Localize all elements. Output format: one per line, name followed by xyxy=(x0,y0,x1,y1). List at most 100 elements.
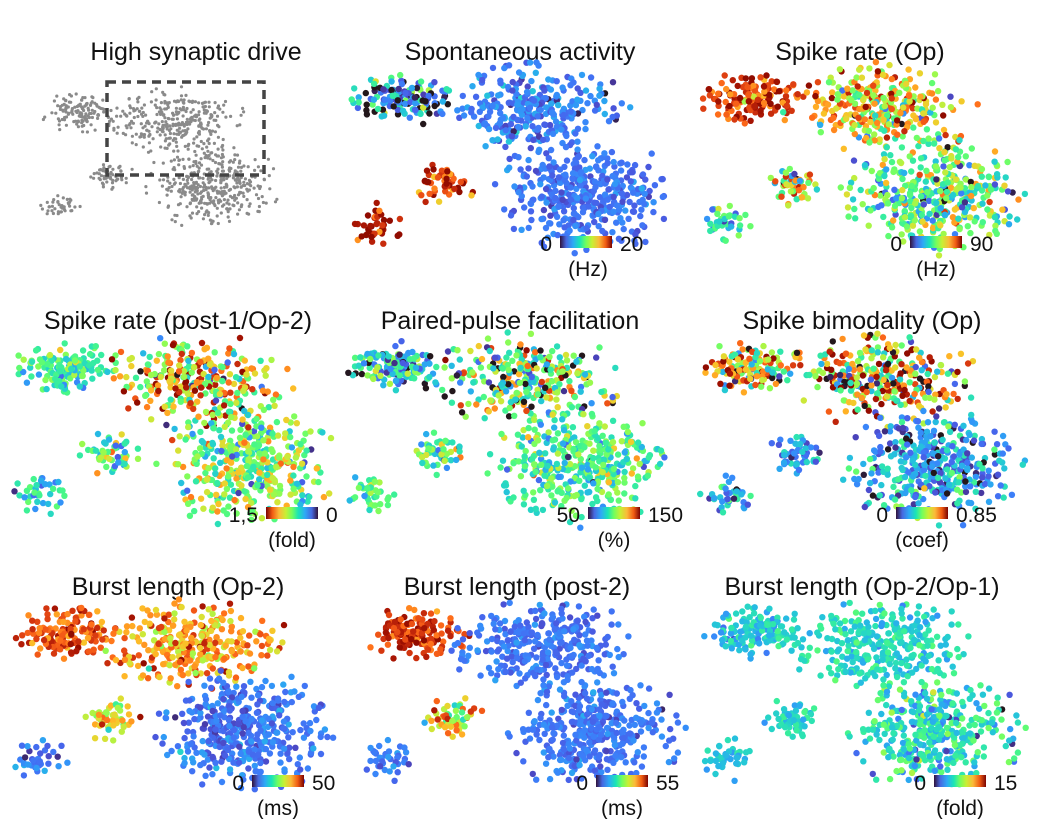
scatter-point xyxy=(1014,216,1021,223)
scatter-point xyxy=(1006,213,1013,220)
scatter-point xyxy=(834,91,841,98)
scatter-point xyxy=(543,394,550,401)
scatter-point xyxy=(718,79,725,87)
scatter-point xyxy=(174,140,178,144)
colorbar-min-label: 0 xyxy=(540,233,552,256)
scatter-point xyxy=(631,161,639,169)
scatter-point xyxy=(789,362,797,369)
scatter-point xyxy=(169,341,177,349)
scatter-point xyxy=(1002,174,1009,181)
scatter-point xyxy=(495,392,502,399)
scatter-point xyxy=(769,369,776,376)
scatter-point xyxy=(190,177,194,182)
scatter-point xyxy=(165,187,169,191)
scatter-point xyxy=(584,466,592,473)
scatter-point xyxy=(163,107,167,111)
scatter-point xyxy=(609,229,616,236)
scatter-point xyxy=(540,174,547,181)
scatter-point xyxy=(410,355,417,362)
colorbar-unit: (Hz) xyxy=(568,258,608,281)
scatter-point xyxy=(974,101,981,108)
scatter-point xyxy=(174,106,178,110)
scatter-point xyxy=(392,387,400,394)
scatter-point xyxy=(183,144,187,148)
scatter-point xyxy=(47,510,54,517)
scatter-point xyxy=(441,457,448,464)
scatter-point xyxy=(874,119,881,127)
scatter-point xyxy=(209,441,217,448)
scatter-point xyxy=(239,113,243,117)
scatter-point xyxy=(548,100,555,107)
scatter-point xyxy=(273,463,280,470)
scatter-point xyxy=(556,354,563,361)
scatter-point xyxy=(991,158,998,165)
scatter-point xyxy=(37,477,45,484)
scatter-point xyxy=(899,186,906,194)
scatter-point xyxy=(235,170,239,174)
scatter-point xyxy=(215,500,222,508)
scatter-point xyxy=(457,379,464,386)
scatter-point xyxy=(497,398,505,405)
scatter-point xyxy=(538,215,545,223)
scatter-point xyxy=(571,250,578,257)
scatter-point xyxy=(505,381,512,388)
scatter-point xyxy=(591,199,598,206)
scatter-point xyxy=(849,196,857,203)
colorbar-gradient xyxy=(560,236,612,248)
scatter-point xyxy=(450,175,457,182)
scatter-point xyxy=(861,162,869,169)
scatter-point xyxy=(180,121,184,125)
scatter-point xyxy=(426,110,433,117)
panel-high-synaptic-drive: High synaptic drive xyxy=(39,38,302,227)
scatter-point xyxy=(266,486,274,493)
scatter-point xyxy=(214,409,222,416)
scatter-point xyxy=(524,362,531,370)
scatter-point xyxy=(89,375,96,382)
scatter-point xyxy=(198,184,202,189)
scatter-point xyxy=(872,58,880,66)
scatter-point xyxy=(805,179,812,186)
scatter-point xyxy=(178,130,183,134)
scatter-point xyxy=(906,191,914,199)
scatter-point xyxy=(592,464,599,471)
scatter-point xyxy=(103,463,110,471)
scatter-point xyxy=(227,389,234,396)
scatter-point xyxy=(396,351,403,358)
scatter-point xyxy=(222,198,226,202)
scatter-point xyxy=(866,139,873,146)
scatter-point xyxy=(577,169,585,176)
scatter-point xyxy=(132,115,136,120)
scatter-point xyxy=(77,104,81,108)
scatter-point xyxy=(625,215,632,222)
scatter-point xyxy=(191,387,199,394)
scatter-point xyxy=(290,485,297,492)
scatter-point xyxy=(638,206,645,213)
scatter-point xyxy=(553,460,561,468)
scatter-point xyxy=(760,99,768,107)
scatter-point xyxy=(530,136,537,144)
scatter-point xyxy=(501,64,508,72)
scatter-point xyxy=(260,406,268,414)
scatter-point xyxy=(197,113,201,117)
scatter-point xyxy=(549,172,556,179)
scatter-point xyxy=(957,184,964,191)
scatter-point xyxy=(475,342,482,350)
scatter-point xyxy=(449,439,456,446)
scatter-point xyxy=(172,158,176,162)
scatter-point xyxy=(172,149,176,153)
scatter-point xyxy=(168,142,172,146)
scatter-point xyxy=(179,108,184,112)
scatter-point xyxy=(843,115,850,123)
scatter-point xyxy=(574,96,581,103)
scatter-point xyxy=(623,174,631,181)
scatter-point xyxy=(175,117,179,121)
scatter-point xyxy=(197,392,204,399)
scatter-point xyxy=(505,339,512,346)
scatter-point xyxy=(203,488,211,496)
scatter-point xyxy=(196,131,201,135)
scatter-point xyxy=(733,100,740,107)
scatter-point xyxy=(614,489,621,496)
scatter-point xyxy=(288,444,296,451)
scatter-point xyxy=(589,500,596,508)
scatter-point xyxy=(42,376,49,384)
